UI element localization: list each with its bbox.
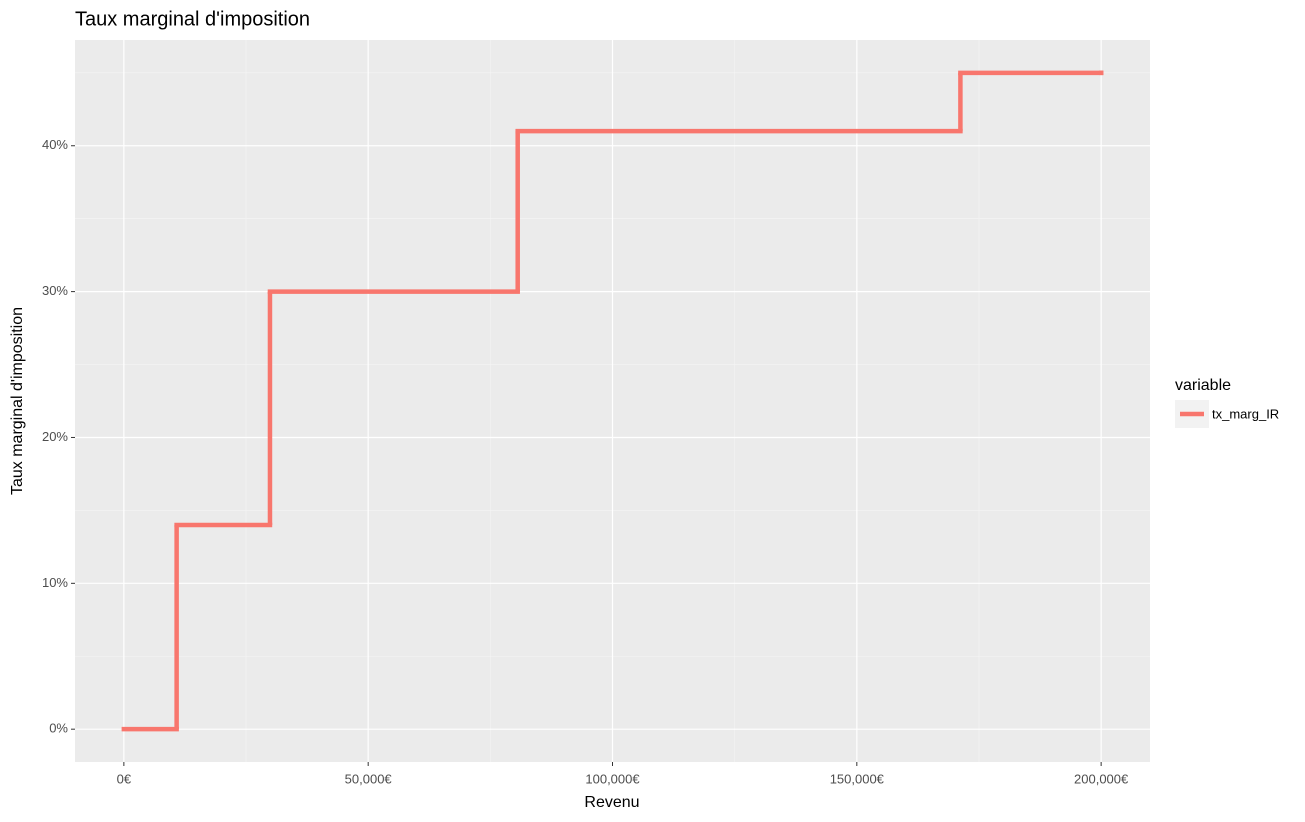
y-tick-label: 40% (42, 137, 68, 152)
y-axis-title: Taux marginal d'imposition (9, 307, 26, 495)
y-tick-label: 10% (42, 575, 68, 590)
legend-title: variable (1175, 377, 1231, 394)
y-tick-label: 30% (42, 283, 68, 298)
x-tick-label: 0€ (117, 771, 132, 786)
x-tick-label: 100,000€ (585, 771, 640, 786)
x-tick-label: 150,000€ (830, 771, 885, 786)
x-tick-label: 50,000€ (345, 771, 393, 786)
chart-title: Taux marginal d'imposition (75, 8, 310, 30)
y-tick-label: 0% (49, 721, 68, 736)
y-tick-label: 20% (42, 429, 68, 444)
legend-label: tx_marg_IR (1212, 406, 1279, 421)
x-tick-label: 200,000€ (1074, 771, 1129, 786)
x-axis-title: Revenu (584, 794, 639, 811)
